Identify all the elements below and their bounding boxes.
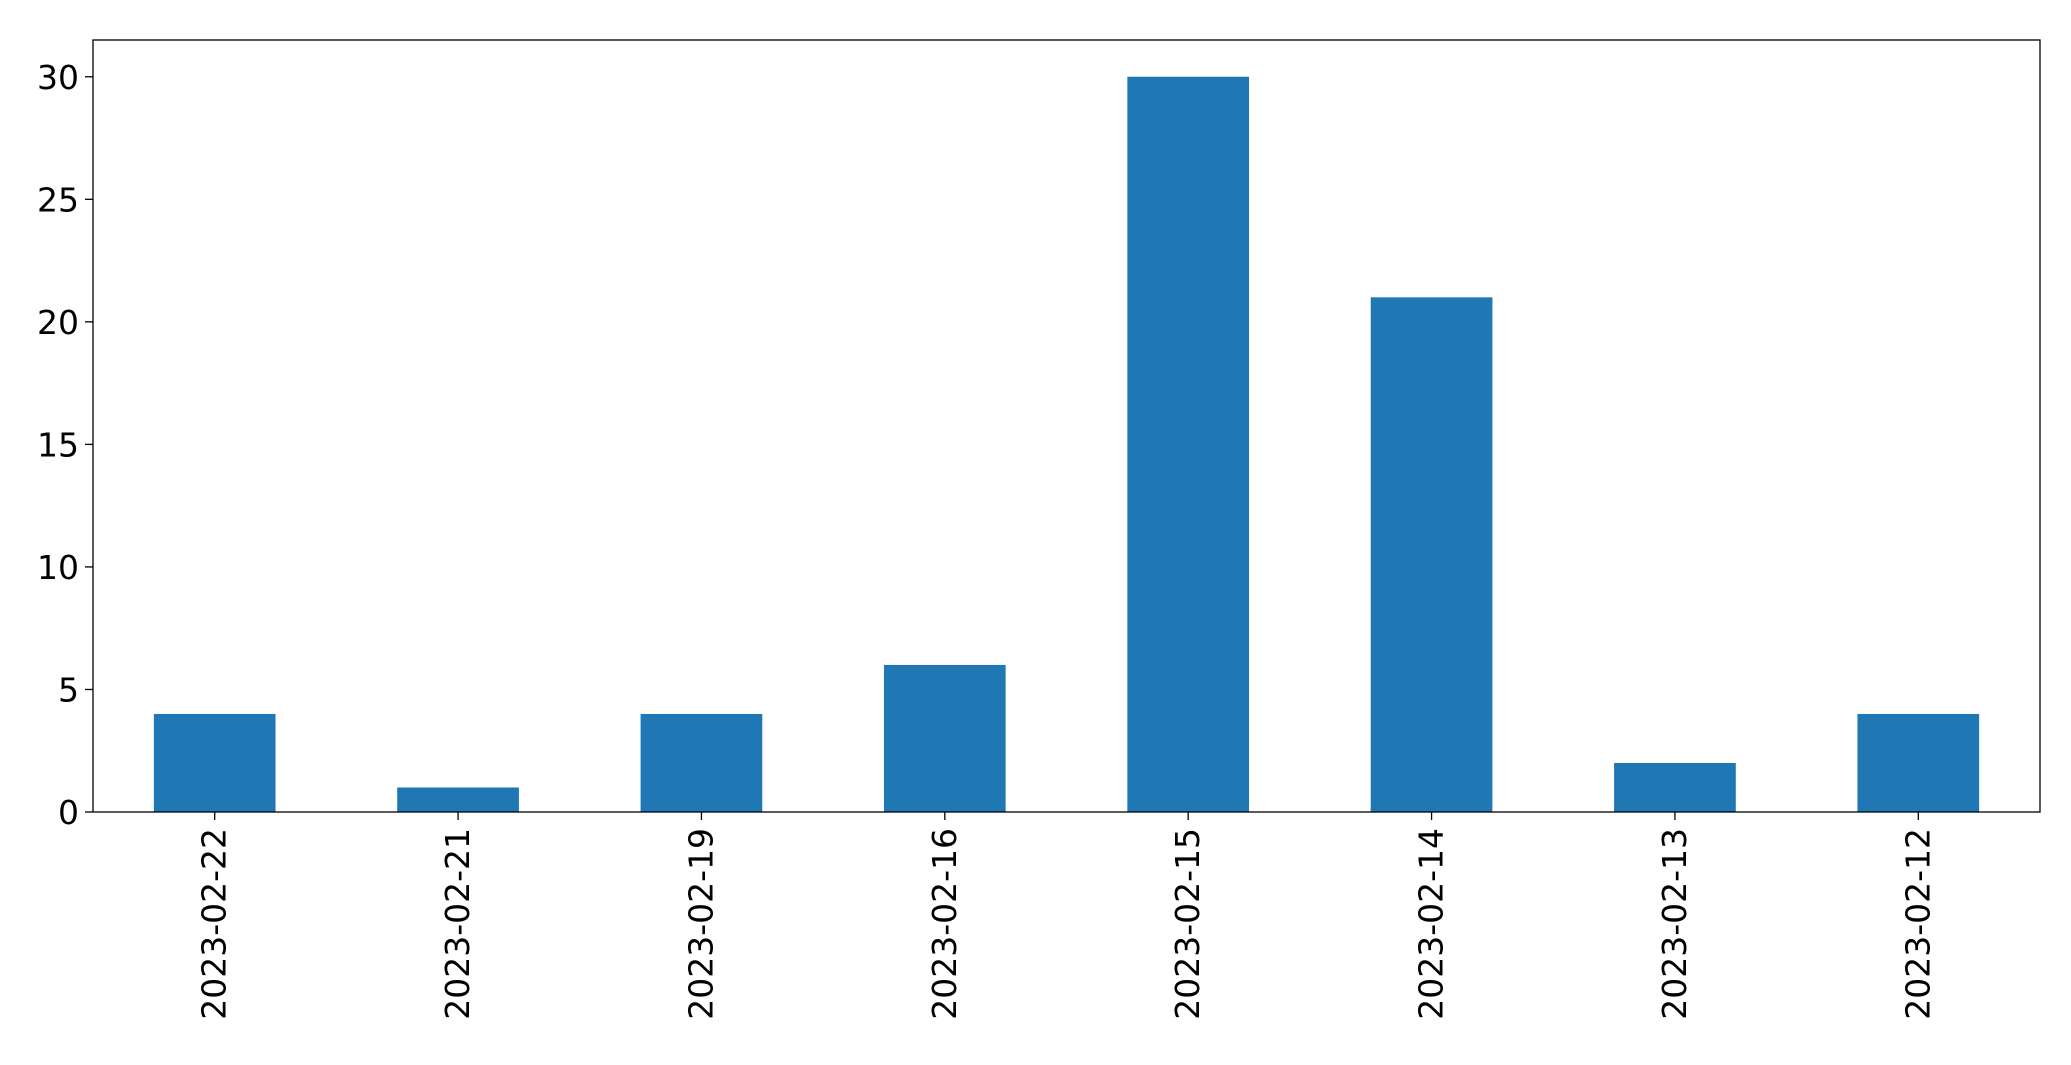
x-tick-label: 2023-02-12 [1898, 828, 1937, 1020]
y-tick-label: 25 [37, 180, 79, 219]
bar-2023-02-12 [1857, 713, 1980, 812]
x-tick-label: 2023-02-13 [1655, 828, 1694, 1020]
y-axis: 0 5 10 15 20 25 30 [37, 58, 93, 832]
x-tick-label: 2023-02-21 [438, 828, 477, 1020]
y-tick-label: 15 [37, 425, 79, 464]
x-tick-label: 2023-02-16 [925, 828, 964, 1020]
bar-2023-02-21 [397, 787, 519, 812]
bars-layer [153, 76, 1980, 812]
x-tick-label: 2023-02-14 [1412, 828, 1451, 1020]
x-tick-label: 2023-02-15 [1168, 828, 1207, 1020]
y-tick-label: 20 [37, 303, 79, 342]
bar-2023-02-15 [1127, 76, 1250, 812]
x-axis: 2023-02-22 2023-02-21 2023-02-19 2023-02-16… [195, 812, 1937, 1020]
bar-2023-02-14 [1370, 297, 1493, 812]
y-tick-label: 5 [58, 670, 79, 709]
y-tick-label: 30 [37, 58, 79, 97]
y-tick-label: 0 [58, 793, 79, 832]
bar-2023-02-13 [1614, 762, 1736, 812]
x-tick-label: 2023-02-19 [681, 828, 720, 1020]
y-tick-label: 10 [37, 548, 79, 587]
plot-frame [92, 39, 2041, 813]
bar-2023-02-16 [883, 664, 1006, 812]
x-tick-label: 2023-02-22 [195, 828, 234, 1020]
bar-2023-02-19 [640, 713, 763, 812]
bar-2023-02-22 [153, 713, 276, 812]
